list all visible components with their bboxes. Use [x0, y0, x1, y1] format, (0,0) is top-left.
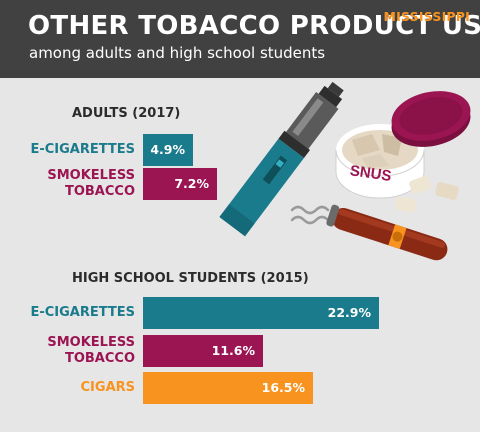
section-title-high-school: HIGH SCHOOL STUDENTS (2015): [72, 271, 309, 286]
header-banner: OTHER TOBACCO PRODUCT USE among adults a…: [0, 0, 480, 78]
page-title: OTHER TOBACCO PRODUCT USE: [28, 11, 480, 41]
page-subtitle: among adults and high school students: [29, 44, 326, 62]
category-label: CIGARS: [80, 380, 135, 395]
category-label: E-CIGARETTES: [30, 305, 135, 320]
data-label: 7.2%: [174, 176, 209, 191]
cigar-icon: [326, 204, 448, 261]
data-label: 4.9%: [150, 142, 185, 157]
data-label: 11.6%: [211, 343, 255, 358]
category-label: SMOKELESS TOBACCO: [47, 168, 135, 199]
e-cigarette-icon: [219, 81, 344, 237]
snus-can-icon: SNUS: [335, 91, 471, 213]
snus-can-label: SNUS: [349, 162, 393, 185]
bar: 22.9%: [143, 297, 379, 329]
bar: 7.2%: [143, 168, 217, 200]
bar: 11.6%: [143, 335, 263, 367]
state-label: MISSISSIPPI: [383, 9, 470, 24]
bar: 4.9%: [143, 134, 193, 166]
bar: 16.5%: [143, 372, 313, 404]
section-title-adults: ADULTS (2017): [72, 106, 181, 121]
category-label: SMOKELESS TOBACCO: [47, 335, 135, 366]
data-label: 22.9%: [327, 305, 371, 320]
smoke-icon: [290, 205, 330, 225]
data-label: 16.5%: [261, 380, 305, 395]
category-label: E-CIGARETTES: [30, 142, 135, 157]
